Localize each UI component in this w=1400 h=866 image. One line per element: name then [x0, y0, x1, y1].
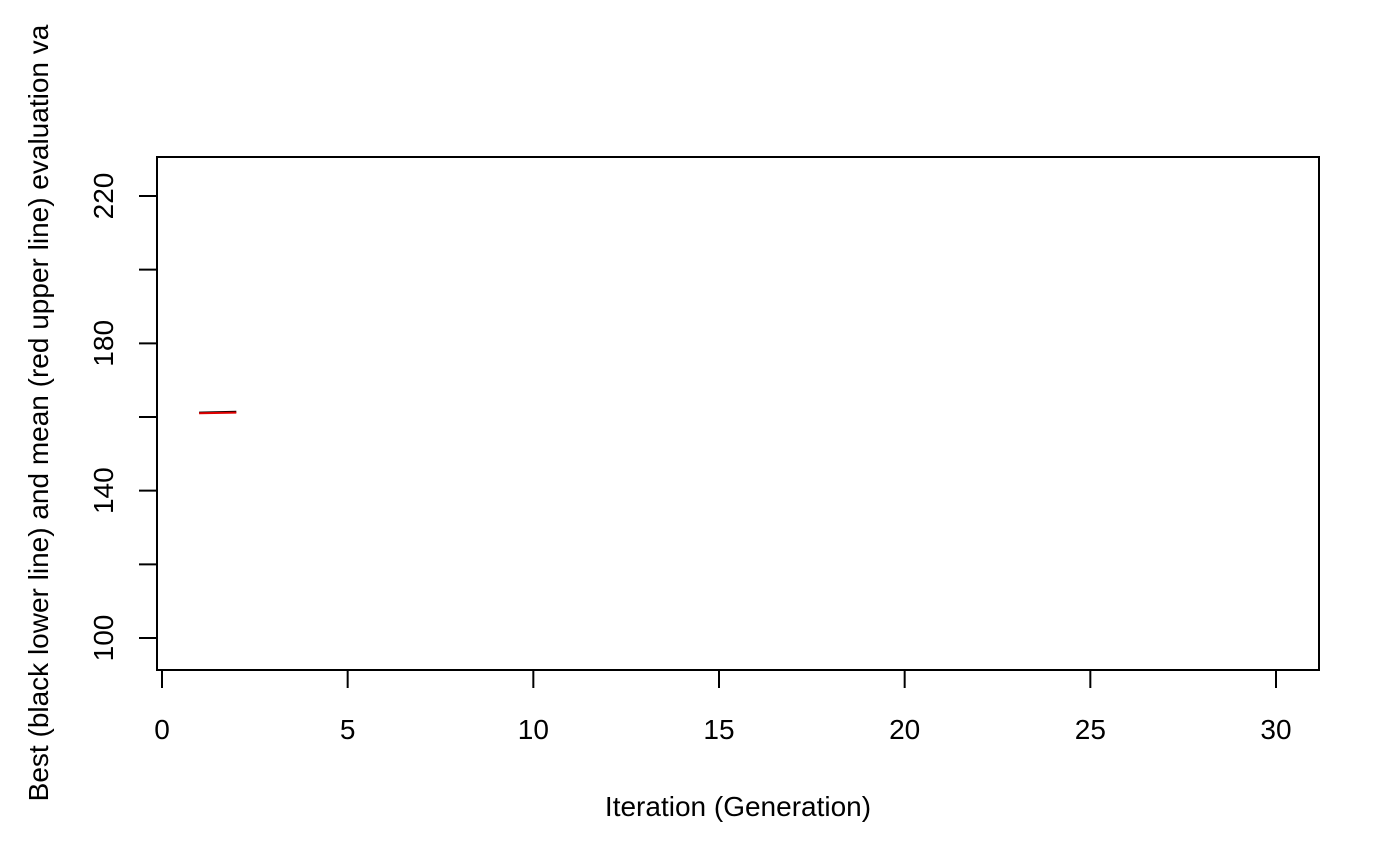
x-tick-label: 0 [154, 714, 170, 745]
y-tick-label: 220 [88, 173, 119, 220]
y-tick-label: 180 [88, 320, 119, 367]
x-tick-label: 25 [1075, 714, 1106, 745]
x-tick-label: 30 [1260, 714, 1291, 745]
y-axis-title: Best (black lower line) and mean (red up… [23, 24, 54, 801]
x-tick-label: 15 [703, 714, 734, 745]
x-axis: 0 5 10 15 20 25 30 [154, 669, 1292, 745]
y-tick-label: 100 [88, 615, 119, 662]
y-tick-label: 140 [88, 467, 119, 514]
series-layer [199, 410, 237, 415]
series-line-2 [199, 411, 237, 415]
plot-frame [156, 156, 1320, 671]
x-axis-title: Iteration (Generation) [605, 791, 871, 822]
x-tick-label: 20 [889, 714, 920, 745]
x-tick-label: 5 [340, 714, 356, 745]
x-tick-label: 10 [518, 714, 549, 745]
y-axis: 100 140 180 220 [88, 173, 158, 662]
